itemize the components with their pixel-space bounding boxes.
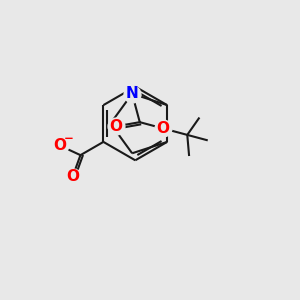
Text: O: O bbox=[66, 169, 79, 184]
Text: O: O bbox=[157, 121, 169, 136]
Text: N: N bbox=[126, 86, 139, 101]
Text: O: O bbox=[110, 119, 122, 134]
Text: −: − bbox=[64, 133, 74, 146]
Text: O: O bbox=[53, 138, 66, 153]
